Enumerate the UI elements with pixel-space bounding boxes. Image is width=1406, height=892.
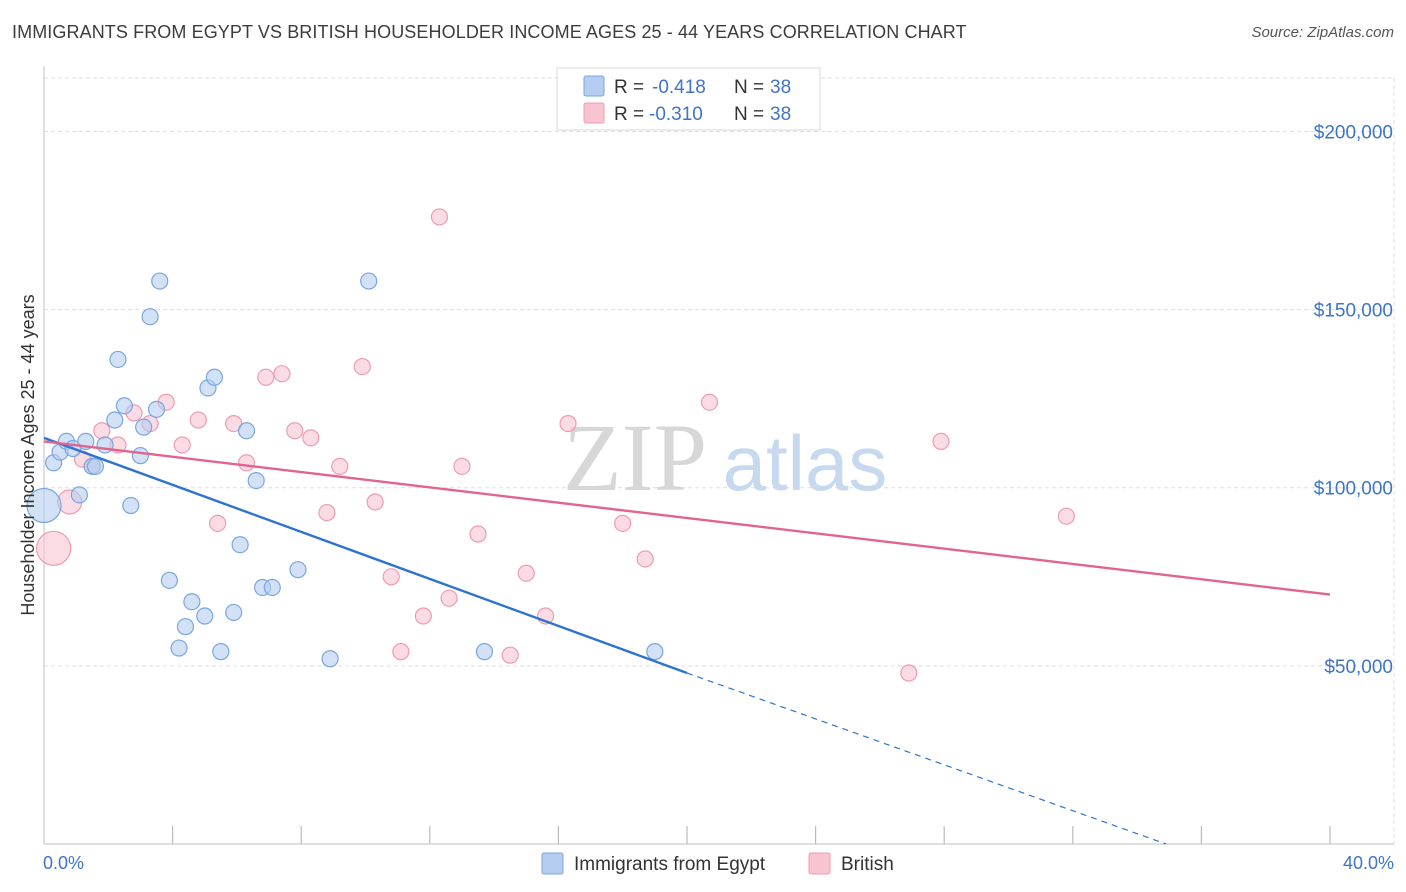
legend-r-value-british: -0.310 bbox=[649, 104, 703, 125]
egypt-point bbox=[212, 643, 230, 661]
egypt-point bbox=[170, 639, 188, 657]
british-point bbox=[331, 457, 349, 475]
british-point bbox=[559, 414, 577, 433]
y-axis-label: Householder Income Ages 25 - 44 years bbox=[18, 294, 38, 615]
egypt-point bbox=[247, 471, 265, 490]
egypt-point bbox=[225, 603, 243, 622]
egypt-point bbox=[86, 457, 105, 475]
british-point bbox=[517, 564, 535, 582]
british-point bbox=[414, 607, 432, 625]
british-point bbox=[257, 368, 275, 386]
x-tick-label-min: 0.0% bbox=[43, 853, 84, 873]
british-point bbox=[453, 457, 471, 475]
british-point bbox=[440, 589, 458, 607]
legend-n-value-egypt: 38 bbox=[770, 77, 791, 98]
british-point bbox=[353, 357, 371, 376]
y-tick-label: $100,000 bbox=[1314, 479, 1393, 500]
british-point bbox=[382, 568, 400, 586]
british-point bbox=[237, 454, 256, 472]
legend-n-value-british: 38 bbox=[770, 104, 791, 125]
egypt-point bbox=[147, 400, 166, 418]
egypt-point bbox=[151, 272, 169, 290]
y-tick-label: $50,000 bbox=[1324, 657, 1393, 678]
egypt-point bbox=[131, 447, 150, 465]
legend-swatch-british bbox=[583, 102, 605, 124]
legend-box: R = -0.418 N = 38 R = -0.310 N = 38 bbox=[556, 67, 821, 131]
british-point bbox=[173, 436, 191, 454]
british-point bbox=[1057, 507, 1075, 525]
y-tick-label: $150,000 bbox=[1314, 301, 1393, 322]
egypt-point bbox=[160, 571, 178, 589]
british-point bbox=[189, 411, 207, 429]
egypt-point bbox=[360, 272, 378, 290]
y-tick-label: $200,000 bbox=[1314, 122, 1393, 143]
egypt-trendline bbox=[43, 436, 688, 675]
watermark-atlas: atlas bbox=[723, 419, 888, 507]
bottom-legend-swatch-egypt bbox=[541, 852, 564, 875]
bottom-legend-label-british: British bbox=[841, 854, 894, 875]
legend-swatch-egypt bbox=[583, 75, 605, 97]
legend-r-value-egypt: -0.418 bbox=[652, 77, 706, 98]
british-point bbox=[900, 664, 918, 682]
egypt-point bbox=[183, 593, 201, 611]
british-point bbox=[636, 550, 654, 568]
x-tick-label-max: 40.0% bbox=[1343, 853, 1394, 873]
egypt-trendline-extension bbox=[686, 672, 1167, 845]
watermark-zip: ZIP bbox=[563, 404, 707, 511]
bottom-legend: Immigrants from Egypt British bbox=[541, 852, 894, 875]
british-point bbox=[302, 429, 320, 447]
watermark: ZIP atlas bbox=[563, 404, 887, 511]
egypt-point bbox=[289, 561, 307, 579]
legend-n-label-british: N = bbox=[734, 104, 764, 125]
egypt-point bbox=[109, 350, 127, 369]
axes bbox=[43, 66, 1394, 845]
egypt-point bbox=[141, 308, 159, 326]
british-point bbox=[36, 530, 72, 566]
egypt-point bbox=[135, 418, 153, 436]
british-point bbox=[392, 643, 410, 661]
egypt-point bbox=[176, 618, 195, 636]
trendlines bbox=[43, 436, 1331, 845]
british-point bbox=[318, 504, 336, 522]
egypt-point bbox=[122, 496, 140, 515]
british-point bbox=[932, 432, 950, 451]
british-point bbox=[225, 414, 243, 433]
bottom-legend-label-egypt: Immigrants from Egypt bbox=[574, 854, 766, 875]
egypt-point bbox=[237, 422, 256, 440]
british-point bbox=[93, 422, 111, 440]
source-label: Source: ZipAtlas.com bbox=[1251, 24, 1394, 41]
british-point bbox=[614, 514, 632, 532]
egypt-point bbox=[646, 643, 664, 661]
egypt-point bbox=[70, 486, 88, 504]
legend-r-label-egypt: R = bbox=[614, 77, 644, 98]
egypt-point bbox=[96, 436, 114, 454]
chart-title: IMMIGRANTS FROM EGYPT VS BRITISH HOUSEHO… bbox=[12, 22, 967, 42]
egypt-point bbox=[26, 487, 62, 524]
legend-r-label-british: R = bbox=[614, 104, 644, 125]
egypt-point bbox=[231, 536, 249, 554]
bottom-legend-swatch-british bbox=[808, 852, 831, 875]
egypt-point bbox=[115, 397, 133, 415]
egypt-point bbox=[106, 411, 124, 429]
british-point bbox=[430, 208, 449, 226]
egypt-point bbox=[205, 368, 223, 386]
egypt-point bbox=[475, 643, 494, 661]
british-point bbox=[273, 365, 291, 383]
british-point bbox=[700, 393, 719, 411]
y-tick-labels: $50,000 $100,000 $150,000 $200,000 bbox=[1314, 122, 1393, 677]
egypt-point bbox=[321, 650, 339, 668]
british-point bbox=[469, 525, 487, 543]
egypt-point bbox=[263, 578, 281, 597]
egypt-point bbox=[196, 607, 214, 625]
british-point bbox=[209, 514, 227, 532]
british-trendline bbox=[43, 440, 1331, 596]
legend-n-label-egypt: N = bbox=[734, 77, 764, 98]
british-point bbox=[286, 422, 304, 440]
british-point bbox=[366, 493, 384, 511]
british-point bbox=[501, 646, 519, 664]
